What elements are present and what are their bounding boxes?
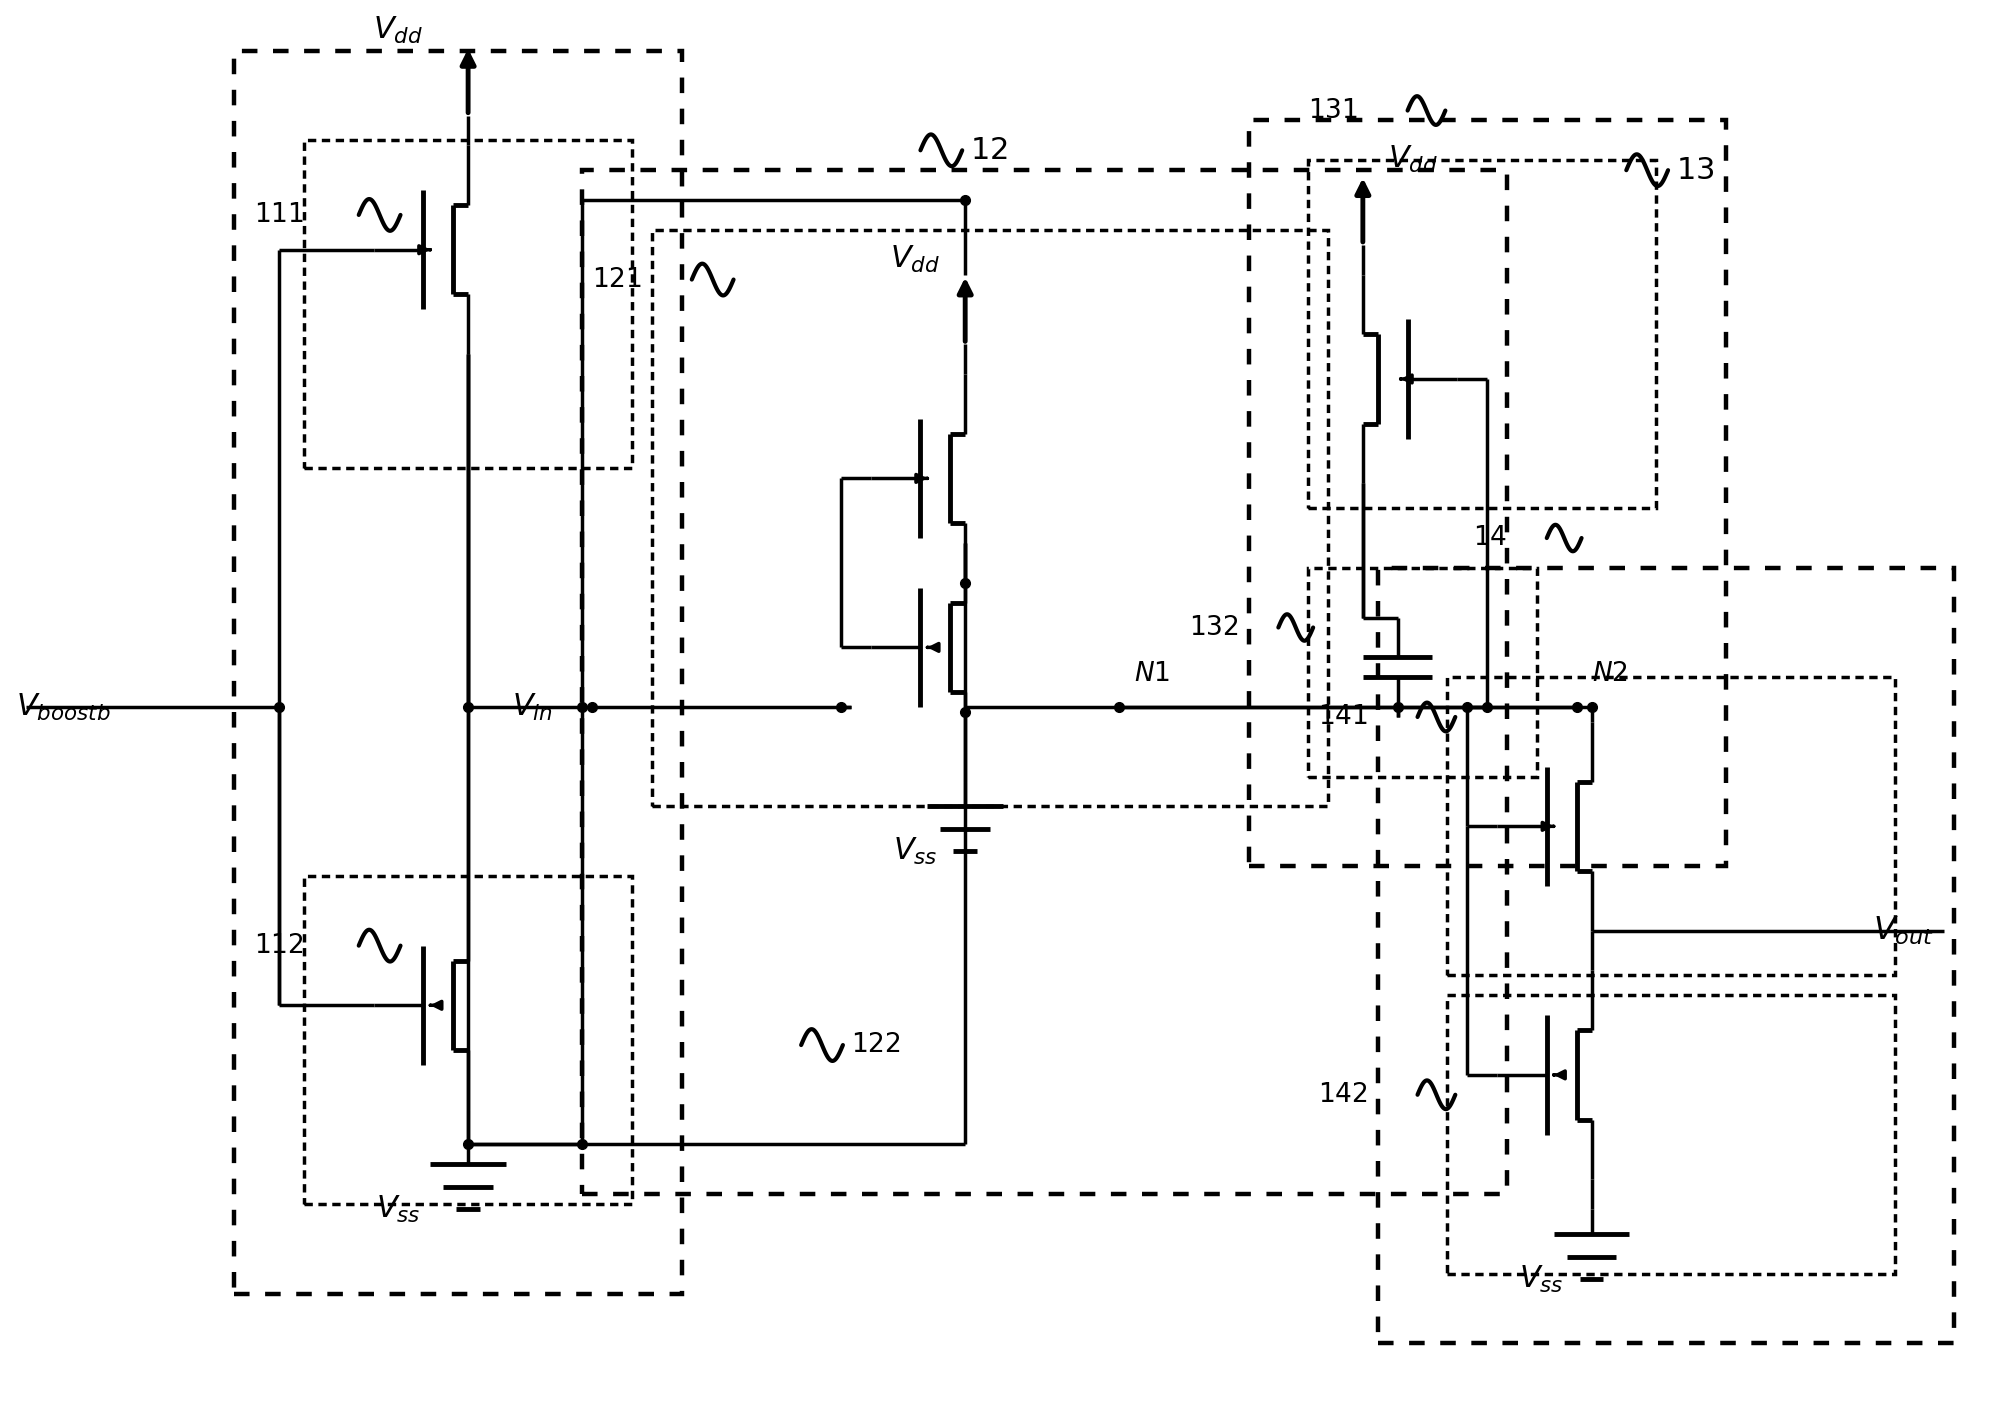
Text: $13$: $13$ (1676, 156, 1714, 184)
Bar (1446, 996, 1895, 1274)
Bar (303, 140, 632, 468)
Bar (1446, 678, 1895, 976)
Text: $132$: $132$ (1189, 615, 1239, 641)
Bar (1249, 120, 1726, 866)
Text: $N1$: $N1$ (1135, 661, 1171, 688)
Text: $112$: $112$ (255, 933, 303, 959)
Text: $N2$: $N2$ (1592, 661, 1628, 688)
Text: $V_{in}$: $V_{in}$ (513, 692, 553, 722)
Text: $12$: $12$ (970, 136, 1007, 164)
Text: $V_{ss}$: $V_{ss}$ (1520, 1264, 1564, 1294)
Text: $141$: $141$ (1319, 704, 1369, 731)
Text: $122$: $122$ (850, 1032, 900, 1057)
Bar (235, 51, 682, 1294)
Bar (1309, 160, 1656, 508)
Bar (303, 876, 632, 1204)
Text: $131$: $131$ (1309, 97, 1359, 124)
Text: $V_{out}$: $V_{out}$ (1873, 915, 1935, 948)
Text: $V_{dd}$: $V_{dd}$ (373, 14, 423, 46)
Bar (1309, 568, 1536, 776)
Text: $V_{boostb}$: $V_{boostb}$ (16, 692, 110, 722)
Text: $V_{ss}$: $V_{ss}$ (377, 1194, 421, 1226)
Text: $121$: $121$ (593, 267, 642, 293)
Bar (652, 230, 1329, 806)
Text: $V_{ss}$: $V_{ss}$ (894, 836, 938, 868)
Text: $V_{dd}$: $V_{dd}$ (1389, 144, 1438, 176)
Text: $142$: $142$ (1319, 1082, 1369, 1107)
Text: $14$: $14$ (1472, 525, 1506, 551)
Text: $V_{dd}$: $V_{dd}$ (890, 244, 940, 274)
Bar (583, 170, 1506, 1194)
Text: $111$: $111$ (253, 203, 303, 228)
Bar (1379, 568, 1955, 1343)
